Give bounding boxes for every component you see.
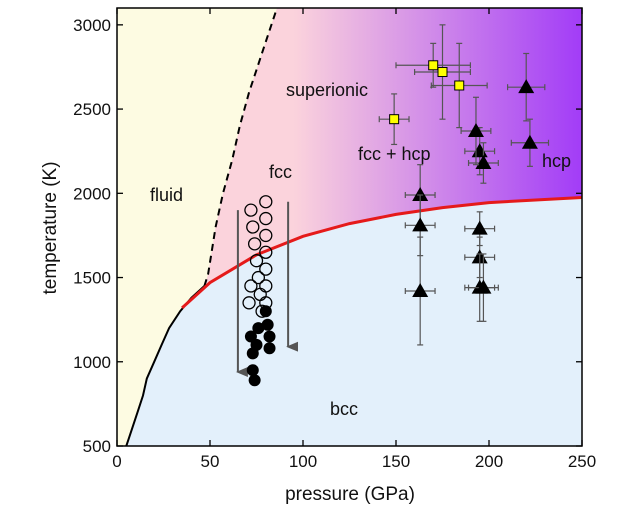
open-circle-point (259, 279, 273, 293)
triangle-point (475, 279, 492, 294)
filled-circle-point (248, 374, 261, 387)
triangle-point (412, 186, 429, 201)
filled-circle-point (250, 338, 263, 351)
x-tick-label: 0 (112, 452, 121, 471)
open-circle-point (259, 228, 273, 243)
x-tick-label: 250 (568, 452, 596, 471)
bcc-boundary-line (181, 196, 582, 310)
square-point (437, 67, 448, 78)
label-bcc: bcc (330, 399, 358, 419)
label-hcp: hcp (542, 151, 571, 171)
triangle-point (467, 122, 484, 137)
open-circle-point (242, 296, 256, 310)
triangle-point (475, 154, 492, 169)
x-tick-label: 150 (382, 452, 410, 471)
y-tick-label: 1500 (73, 269, 111, 288)
filled-circle-point (252, 322, 265, 335)
x-axis-label: pressure (GPa) (285, 484, 415, 505)
melting-line-dashed (203, 8, 278, 287)
triangle-point (471, 220, 488, 235)
triangle-point (412, 283, 429, 298)
open-circle-point (259, 195, 273, 209)
triangle-point (521, 134, 538, 149)
open-circle-point (246, 220, 260, 234)
filled-circle-point (246, 364, 259, 377)
open-circle-point (259, 211, 273, 226)
y-tick-label: 500 (83, 437, 111, 456)
open-circle-point (251, 270, 266, 285)
filled-circle-point (263, 330, 276, 343)
x-tick-label: 50 (201, 452, 220, 471)
open-circle-point (244, 279, 258, 293)
filled-circle-point (261, 318, 274, 331)
region-bcc (126, 197, 582, 446)
triangle-point (412, 217, 429, 232)
x-tick-label: 100 (289, 452, 317, 471)
open-circle-point (247, 237, 262, 251)
filled-circle-point (244, 330, 257, 343)
label-superionic: superionic (286, 80, 368, 100)
y-axis-label: temperature (K) (40, 161, 61, 294)
y-tick-label: 3000 (73, 16, 111, 35)
y-tick-label: 1000 (73, 353, 111, 372)
x-tick-label: 200 (475, 452, 503, 471)
open-circle-point (249, 254, 264, 268)
square-point (389, 114, 400, 125)
region-fluid (117, 8, 277, 446)
plot-area (117, 8, 582, 446)
filled-circle-point (263, 342, 276, 355)
triangle-point (518, 79, 535, 94)
filled-circle-point (259, 305, 272, 318)
y-tick-label: 2500 (73, 100, 111, 119)
label-fcc-hcp: fcc + hcp (358, 144, 431, 164)
open-circle-point (259, 245, 273, 259)
open-circle-point (259, 262, 273, 276)
label-fcc: fcc (269, 162, 292, 182)
label-fluid: fluid (150, 185, 183, 205)
square-point (454, 80, 465, 91)
open-circle-point (244, 203, 258, 217)
square-point (428, 60, 439, 71)
plot-frame (116, 7, 583, 447)
y-tick-label: 2000 (73, 184, 111, 203)
